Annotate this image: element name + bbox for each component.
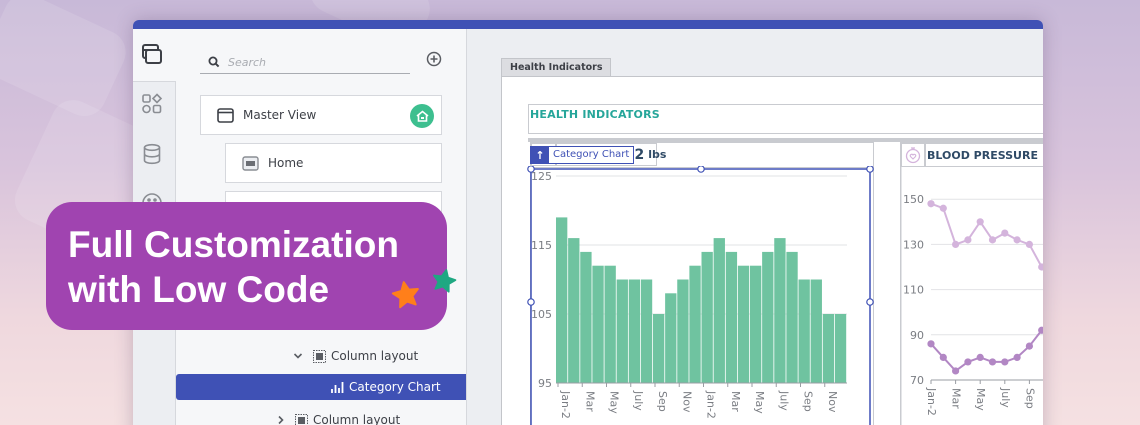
pages-icon[interactable] [141, 43, 163, 65]
bar [556, 217, 568, 383]
bar [786, 251, 798, 383]
svg-text:105: 105 [531, 308, 552, 321]
svg-text:Jan-2: Jan-2 [705, 390, 718, 419]
svg-text:Sep: Sep [1023, 388, 1036, 409]
bar [701, 251, 713, 383]
plus-circle-icon[interactable] [426, 51, 442, 67]
svg-text:95: 95 [538, 377, 552, 390]
select-parent-icon[interactable]: ↑ [531, 147, 549, 163]
tree-item-label: Category Chart [349, 380, 441, 394]
promo-line-2: with Low Code [68, 269, 330, 310]
svg-text:125: 125 [531, 170, 552, 183]
page-title[interactable]: HEALTH INDICATORS [528, 104, 1043, 134]
svg-text:150: 150 [903, 193, 924, 206]
green-star-icon [433, 269, 457, 293]
selection-label[interactable]: ↑ Category Chart [530, 146, 635, 164]
bar [677, 279, 689, 383]
bar [822, 314, 835, 383]
bar [798, 279, 810, 383]
window-icon [217, 107, 234, 123]
tree-item-column-layout[interactable]: Column layout [176, 343, 466, 369]
search-placeholder: Search [228, 55, 267, 69]
svg-text:Sep: Sep [802, 391, 815, 412]
search-icon [208, 56, 220, 68]
svg-text:Mar: Mar [729, 391, 742, 412]
tree-item-label: Master View [243, 108, 317, 122]
blood-pressure-line-chart[interactable]: 70 90 110 130 150 Jan-2 Mar May July Sep [900, 166, 1043, 425]
svg-text:Nov: Nov [680, 391, 693, 413]
bar [725, 251, 738, 383]
tab-health-indicators[interactable]: Health Indicators [501, 58, 612, 77]
chevron-right-icon[interactable] [277, 415, 285, 425]
tree-item-category-chart[interactable]: Category Chart [176, 374, 466, 400]
view-icon [242, 155, 259, 171]
weight-bar-chart[interactable]: 95 105 115 125 Jan-2 Mar May July Sep Nov Jan-2 Mar… [527, 166, 875, 425]
bar [568, 238, 580, 383]
bar [834, 314, 847, 383]
selection-label-text: Category Chart [553, 149, 630, 160]
bar [762, 251, 774, 383]
svg-text:70: 70 [910, 374, 924, 387]
bar-chart-icon [331, 381, 344, 393]
tree-item-label: Column layout [331, 349, 419, 363]
search-input[interactable]: Search [200, 51, 410, 74]
data-icon[interactable] [141, 143, 163, 165]
promo-line-1: Full Customization [68, 224, 399, 265]
svg-text:July: July [999, 387, 1012, 408]
tree-item-label: Home [268, 156, 304, 170]
tree-item-label: Column layout [313, 413, 401, 425]
tree-item-column-layout-2[interactable]: Column layout [176, 407, 466, 425]
bar [640, 279, 653, 383]
svg-text:Jan-2: Jan-2 [925, 387, 938, 416]
bar [592, 265, 604, 383]
layout-icon [295, 413, 308, 425]
svg-text:90: 90 [910, 329, 924, 342]
svg-text:Mar: Mar [950, 388, 963, 409]
bar [580, 251, 592, 383]
tree-item-home[interactable]: Home [225, 143, 442, 183]
orange-star-icon [391, 281, 419, 309]
svg-text:Mar: Mar [583, 391, 596, 412]
bar [689, 265, 701, 383]
svg-text:Nov: Nov [826, 391, 839, 413]
chevron-down-icon[interactable] [293, 352, 303, 360]
home-badge[interactable] [410, 104, 434, 128]
bp-title: BLOOD PRESSURE [927, 148, 1038, 162]
promo-badge: Full Customization with Low Code [46, 202, 457, 330]
home-icon [415, 110, 429, 122]
bar [665, 293, 677, 383]
weight-unit: lbs [648, 148, 667, 161]
bar [774, 238, 786, 383]
bp-title-box: BLOOD PRESSURE [925, 143, 1043, 167]
svg-text:May: May [974, 388, 987, 411]
bar [616, 279, 628, 383]
components-icon[interactable] [141, 93, 163, 115]
svg-text:Jan-2: Jan-2 [559, 390, 572, 419]
blood-pressure-card[interactable]: BLOOD PRESSURE [900, 142, 1043, 425]
svg-text:May: May [608, 391, 621, 414]
svg-text:May: May [753, 391, 766, 414]
bar [810, 279, 822, 383]
bar [628, 279, 641, 383]
bar [604, 265, 616, 383]
svg-text:110: 110 [903, 284, 924, 297]
bar [653, 314, 665, 383]
svg-text:115: 115 [531, 239, 552, 252]
bar [713, 238, 725, 383]
bp-icon-box [901, 143, 925, 167]
bar [750, 265, 762, 383]
layout-icon [313, 349, 326, 363]
svg-text:July: July [632, 390, 645, 411]
heart-stopwatch-icon [905, 147, 921, 164]
svg-text:July: July [777, 390, 790, 411]
bar [737, 265, 750, 383]
svg-text:130: 130 [903, 238, 924, 251]
tree-item-master-view[interactable]: Master View [200, 95, 442, 135]
svg-text:Sep: Sep [656, 391, 669, 412]
